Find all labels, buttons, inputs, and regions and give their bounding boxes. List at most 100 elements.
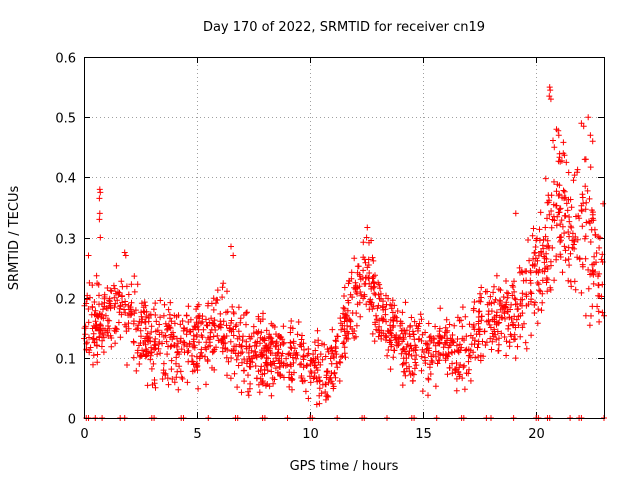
data-point: [415, 327, 421, 334]
data-point: [205, 343, 212, 350]
y-tick-label: 0.5: [55, 112, 76, 127]
data-point: [593, 250, 600, 256]
data-point: [587, 164, 594, 171]
data-point: [582, 312, 589, 319]
data-point: [96, 210, 103, 217]
data-point: [600, 200, 607, 207]
data-point: [561, 212, 568, 219]
data-point: [315, 359, 322, 366]
data-point: [371, 290, 378, 297]
data-point: [157, 297, 164, 304]
data-point: [406, 348, 413, 354]
data-point: [258, 363, 265, 370]
data-point: [557, 205, 564, 212]
data-point: [560, 187, 567, 194]
data-point: [443, 316, 450, 323]
data-point: [559, 223, 566, 230]
data-point: [448, 337, 455, 344]
data-point: [232, 323, 239, 330]
data-point: [265, 355, 271, 362]
data-point: [583, 199, 590, 206]
data-point: [400, 368, 407, 375]
data-point: [449, 370, 456, 377]
data-point: [294, 352, 301, 359]
data-point: [211, 322, 218, 329]
data-point: [579, 191, 586, 198]
data-point: [223, 309, 229, 316]
data-point: [554, 181, 561, 188]
data-point: [338, 354, 344, 360]
data-point: [165, 322, 172, 329]
data-point: [501, 334, 508, 340]
data-point: [555, 209, 562, 216]
axis-ticks: 0 0.1 0.2 0.3 0.4 0.5 0.6 0 5 10 15 20: [55, 52, 604, 442]
data-point: [587, 239, 594, 245]
data-point: [241, 378, 248, 385]
data-point: [477, 352, 484, 359]
data-point: [557, 254, 564, 260]
data-point: [506, 339, 513, 346]
data-point: [94, 351, 101, 358]
data-point: [444, 352, 450, 359]
data-point: [223, 354, 230, 361]
data-point: [377, 285, 383, 292]
data-point: [423, 340, 430, 347]
data-point: [434, 360, 441, 367]
data-point: [337, 320, 344, 327]
data-point: [371, 283, 378, 290]
data-point: [212, 300, 219, 307]
data-point: [228, 320, 234, 326]
data-point: [100, 315, 107, 322]
data-point: [171, 320, 178, 327]
data-point: [245, 372, 251, 379]
data-point: [512, 355, 519, 362]
data-point: [105, 323, 111, 329]
data-point: [422, 357, 429, 364]
data-point: [195, 313, 202, 320]
data-point: [534, 257, 541, 264]
data-point: [307, 379, 314, 386]
data-point: [301, 346, 307, 353]
data-point: [273, 355, 280, 362]
data-point: [130, 354, 137, 361]
data-point: [456, 317, 463, 324]
data-point: [376, 323, 383, 330]
data-point: [241, 356, 248, 363]
data-point: [463, 346, 470, 353]
data-point: [471, 299, 478, 305]
data-point: [119, 299, 126, 306]
data-point: [148, 323, 155, 330]
data-point: [565, 244, 572, 251]
data-point: [341, 293, 347, 299]
data-point: [382, 311, 389, 318]
data-point: [122, 301, 129, 308]
data-point: [388, 302, 395, 309]
data-point: [589, 261, 596, 268]
data-point: [97, 321, 104, 328]
data-point: [223, 322, 230, 329]
data-point: [138, 333, 144, 340]
data-point: [551, 144, 558, 151]
data-point: [333, 338, 340, 345]
data-point: [169, 336, 176, 343]
data-point: [126, 306, 132, 313]
data-point: [96, 292, 102, 299]
data-point: [234, 384, 241, 391]
data-point: [315, 337, 322, 344]
data-point: [138, 319, 145, 326]
data-point: [437, 305, 444, 312]
data-point: [224, 372, 230, 379]
data-point: [239, 349, 246, 356]
data-point: [498, 330, 505, 337]
data-point: [519, 269, 526, 276]
data-point: [416, 336, 423, 342]
data-point: [394, 308, 401, 314]
data-point: [570, 241, 577, 248]
data-point: [217, 310, 224, 317]
data-point: [565, 229, 572, 235]
data-point: [152, 335, 159, 342]
data-point: [346, 316, 353, 323]
data-point: [133, 326, 140, 333]
data-point: [477, 298, 484, 305]
